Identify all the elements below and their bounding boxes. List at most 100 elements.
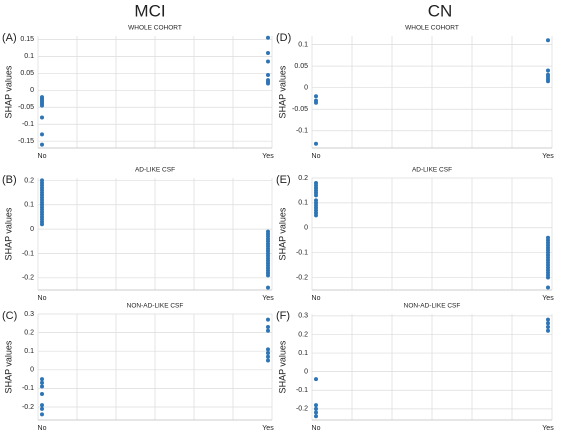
point	[40, 380, 44, 385]
point	[266, 347, 270, 352]
y-tick-label: 0.1	[298, 41, 308, 48]
point	[266, 273, 270, 278]
y-tick-label: 0.2	[24, 177, 34, 184]
y-tick-label: 0.2	[298, 175, 308, 182]
panel-label: (A)	[2, 32, 17, 44]
y-tick-label: -0.1	[296, 387, 308, 394]
point	[266, 351, 270, 356]
panel: (D) WHOLE COHORT SHAP values 0.1 0.05 0 -0.05 -…	[276, 25, 554, 160]
point	[40, 403, 44, 408]
y-tick-label: 0.1	[24, 202, 34, 209]
point	[546, 328, 550, 333]
y-tick-label: 0.05	[294, 63, 308, 70]
point	[314, 100, 318, 105]
x-tick-label: No	[38, 425, 47, 432]
y-tick-label: 0.05	[20, 70, 34, 77]
y-tick-label: -0.1	[296, 128, 308, 135]
y-tick-label: 0.2	[298, 331, 308, 338]
y-tick-label: -0.05	[292, 106, 308, 113]
y-tick-label: 0	[30, 87, 34, 94]
panel: (A) WHOLE COHORT SHAP values 0.15 0.1 0.05 0 -0…	[2, 25, 274, 160]
point	[266, 325, 270, 330]
panel-label: (E)	[276, 174, 291, 186]
point	[546, 68, 550, 73]
point	[546, 325, 550, 330]
y-tick-label: -0.1	[22, 385, 34, 392]
x-tick-label: No	[312, 295, 321, 302]
point	[40, 142, 44, 147]
point	[40, 132, 44, 137]
y-tick-label: -0.15	[18, 138, 34, 145]
point	[266, 73, 270, 78]
y-tick-label: 0.1	[298, 200, 308, 207]
point	[40, 384, 44, 389]
point	[314, 406, 318, 411]
x-tick-label: Yes	[542, 153, 554, 160]
panel-label: (D)	[276, 32, 291, 44]
panel-label: (C)	[2, 310, 17, 322]
point	[546, 38, 550, 43]
panel-title: WHOLE COHORT	[128, 25, 182, 32]
column-title: CN	[428, 1, 453, 20]
y-tick-label: 0.1	[24, 53, 34, 60]
y-tick-label: -0.05	[18, 104, 34, 111]
panel: (E) AD-LIKE CSF SHAP values 0.2 0.1 0 -0.1 -0.2…	[276, 167, 554, 302]
x-tick-label: Yes	[542, 425, 554, 432]
point	[266, 50, 270, 55]
y-tick-label: 0.15	[20, 36, 34, 43]
y-tick-label: 0	[304, 85, 308, 92]
y-axis-label: SHAP values	[3, 340, 13, 393]
y-tick-label: -0.1	[22, 121, 34, 128]
column-title: MCI	[134, 1, 165, 20]
y-tick-label: -0.2	[296, 406, 308, 413]
x-tick-label: No	[38, 295, 47, 302]
x-tick-label: No	[312, 153, 321, 160]
panel: (C) NON-AD-LIKE CSF SHAP values 0.3 0.2 0.1 0 -…	[2, 303, 274, 432]
point	[266, 328, 270, 333]
point	[266, 317, 270, 322]
panel-title: NON-AD-LIKE CSF	[127, 303, 184, 310]
y-tick-label: 0	[30, 226, 34, 233]
point	[266, 285, 270, 290]
panel-title: AD-LIKE CSF	[412, 167, 452, 174]
y-tick-label: 0.3	[298, 313, 308, 320]
point	[546, 285, 550, 290]
point	[546, 317, 550, 322]
y-tick-label: -0.2	[296, 274, 308, 281]
y-axis-label: SHAP values	[3, 65, 13, 118]
point	[266, 81, 270, 86]
panel-title: NON-AD-LIKE CSF	[404, 303, 461, 310]
point	[40, 115, 44, 120]
point	[314, 94, 318, 99]
point	[314, 377, 318, 382]
point	[40, 412, 44, 417]
point	[314, 403, 318, 408]
panel-title: WHOLE COHORT	[405, 25, 459, 32]
y-tick-label: -0.2	[22, 275, 34, 282]
y-tick-label: 0.3	[24, 311, 34, 318]
point	[266, 59, 270, 64]
point	[40, 406, 44, 411]
y-tick-label: 0	[304, 368, 308, 375]
x-tick-label: Yes	[262, 153, 274, 160]
panel: (F) NON-AD-LIKE CSF SHAP values 0.3 0.2 0.1 0 -…	[276, 303, 554, 432]
panel-title: AD-LIKE CSF	[135, 167, 175, 174]
panel-label: (F)	[276, 310, 290, 322]
point	[314, 213, 318, 218]
point	[314, 193, 318, 198]
y-tick-label: 0	[30, 367, 34, 374]
point	[266, 358, 270, 363]
x-tick-label: Yes	[542, 295, 554, 302]
point	[40, 103, 44, 108]
x-tick-label: No	[312, 425, 321, 432]
point	[40, 377, 44, 382]
panel: (B) AD-LIKE CSF SHAP values 0.2 0.1 0 -0.1 -0.2…	[2, 167, 274, 302]
point	[546, 275, 550, 280]
y-axis-label: SHAP values	[277, 207, 287, 260]
y-tick-label: 0.1	[24, 348, 34, 355]
y-tick-label: 0.1	[298, 350, 308, 357]
point	[40, 391, 44, 396]
y-tick-label: -0.1	[296, 250, 308, 257]
point	[546, 79, 550, 84]
